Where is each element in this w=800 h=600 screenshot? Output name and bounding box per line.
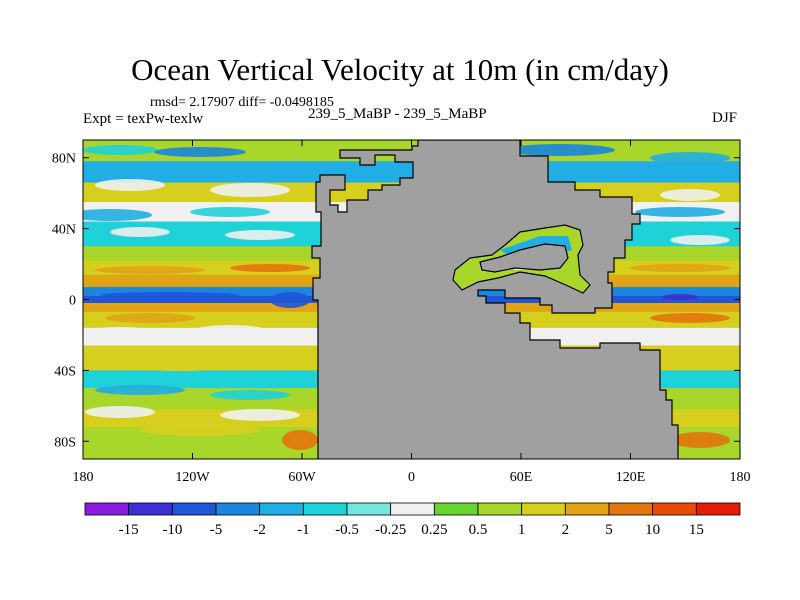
field-patch [270,292,310,308]
colorbar-label: -2 [253,522,266,538]
colorbar-label: -0.5 [335,522,359,538]
chart-title: Ocean Vertical Velocity at 10m (in cm/da… [131,52,669,87]
season-label: DJF [712,110,738,126]
field-patch [635,207,725,217]
x-tick-label: 180 [730,470,751,485]
colorbar-label: -0.25 [375,522,406,538]
field-patch [83,145,158,155]
field-patch [95,266,205,274]
colorbar-label: 0.5 [469,522,488,538]
y-tick-label: 40N [52,223,76,238]
field-patch [225,230,295,240]
field-patch [210,390,290,400]
velocity-anomalies [83,144,730,450]
colorbar-swatch [564,502,610,516]
y-tick-label: 80S [54,435,76,450]
field-patch [100,292,240,298]
field-patch [505,144,615,156]
field-patch [630,264,730,272]
field-patch [95,179,165,191]
field-patch [83,327,160,339]
field-patch [154,147,246,157]
field-patch [220,409,300,421]
colorbar-swatch [215,502,261,516]
axis-ticks [82,140,741,459]
experiment-label: Expt = texPw-texlw [83,111,204,127]
colorbar-swatch [128,502,173,516]
field-patch [662,294,698,300]
field-patch [660,189,720,201]
stats-text: rmsd= 2.17907 diff= -0.0498185 [150,95,334,110]
field-patch [130,359,230,371]
axis-tick-labels: 180 120W 60W 0 60E 120E 180 80N 40N 0 40S 80S [52,152,751,485]
field-patch [282,430,318,450]
field-patch [670,432,730,448]
x-tick-label: 0 [408,470,415,485]
colorbar-label: -5 [210,522,223,538]
colorbar-swatch [477,502,523,516]
y-tick-label: 0 [69,294,76,309]
colorbar-swatch [608,502,654,516]
field-patch [140,424,260,436]
x-tick-label: 120E [616,470,646,485]
field-patch [670,328,730,338]
land-mask [312,140,678,459]
field-patch [210,183,290,197]
colorbar: -15 -10 -5 -2 -1 -0.5 -0.25 0.25 0.5 1 2 5 10 15 [84,502,741,538]
field-patch [190,207,270,217]
x-tick-label: 120W [175,470,210,485]
colorbar-label: -1 [297,522,310,538]
x-tick-label: 180 [73,470,94,485]
field-patch [105,313,195,323]
colorbar-swatch [302,502,348,516]
field-patch [230,264,310,272]
inland-island [479,243,569,273]
colorbar-label: 5 [605,522,613,538]
colorbar-label: 1 [518,522,526,538]
y-tick-label: 80N [52,152,76,167]
colorbar-label: 10 [645,522,660,538]
colorbar-swatch [521,502,566,516]
coastline [311,140,679,459]
field-patch [195,325,265,335]
colorbar-swatch [171,502,217,516]
colorbar-label: -10 [162,522,182,538]
colorbar-swatch [652,502,697,516]
field-patch [650,313,730,323]
x-tick-label: 60E [510,470,533,485]
colorbar-swatch [695,502,741,516]
colorbar-label: 15 [689,522,704,538]
field-patch [110,227,170,237]
continent-americas [312,140,678,459]
inland-sea [452,224,591,294]
colorbar-swatch [346,502,392,516]
colorbar-label: 0.25 [421,522,447,538]
colorbar-label: -15 [119,522,139,538]
cases-label: 239_5_MaBP - 239_5_MaBP [308,106,487,122]
colorbar-swatch [390,502,435,516]
y-tick-label: 40S [54,364,76,379]
field-patch [83,209,152,221]
colorbar-label: 2 [562,522,570,538]
colorbar-swatch [259,502,304,516]
field-patch [85,406,155,418]
colorbar-swatch [433,502,479,516]
field-patch [650,152,730,164]
field-patch [670,235,730,245]
field-patch [95,385,185,395]
lat-band [83,161,740,183]
x-tick-label: 60W [288,470,316,485]
colorbar-swatch [84,502,130,516]
